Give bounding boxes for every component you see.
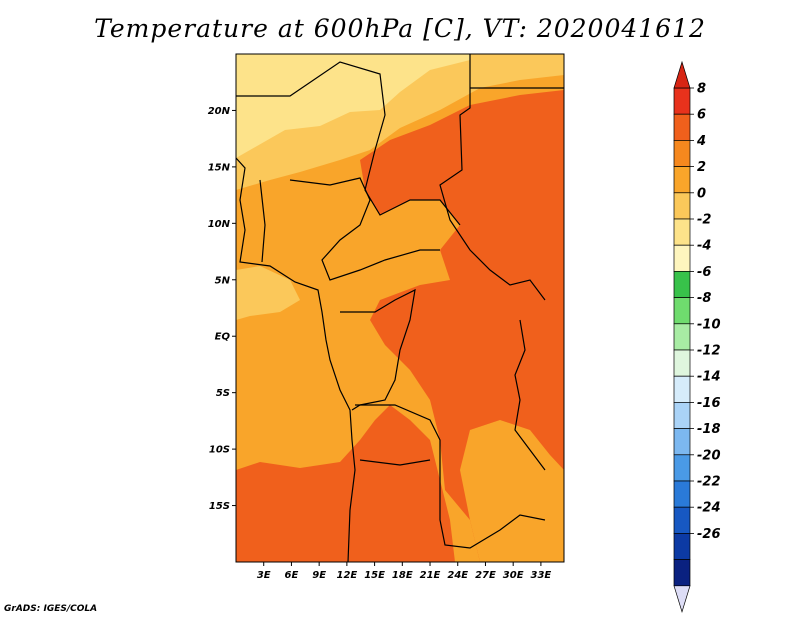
- lon-tick-label: 6E: [285, 570, 299, 581]
- colorbar-label: -2: [697, 213, 711, 228]
- border-congo: [340, 288, 416, 411]
- colorbar-swatch: [673, 402, 691, 429]
- lat-tick-label: EQ: [215, 332, 231, 343]
- lon-tick-label: 18E: [392, 570, 413, 581]
- border-misc: [259, 87, 564, 466]
- colorbar-label: -16: [697, 396, 721, 411]
- lat-tick-label: 5S: [216, 388, 230, 399]
- lon-tick-label: 9E: [312, 570, 326, 581]
- field-zone-coolest-north: [236, 54, 470, 158]
- colorbar-swatch: [673, 244, 691, 272]
- colorbar-label: -12: [697, 344, 721, 359]
- colorbar-label: -4: [697, 239, 711, 254]
- colorbar-label: -24: [697, 501, 721, 516]
- lon-tick-label: 33E: [531, 570, 552, 581]
- lat-tick-label: 20N: [208, 106, 231, 117]
- lat-tick-label: 5N: [215, 275, 231, 286]
- lon-tick-label: 3E: [257, 570, 271, 581]
- lon-tick-label: 24E: [447, 570, 468, 581]
- colorbar-swatch: [673, 113, 691, 141]
- colorbar-swatch: [673, 506, 691, 534]
- colorbar-swatch: [673, 349, 691, 377]
- colorbar-label: -10: [697, 317, 721, 332]
- lon-tick-label: 21E: [420, 570, 441, 581]
- colorbar-swatch: [673, 375, 691, 403]
- colorbar-label: -6: [697, 265, 711, 280]
- colorbar-label: -22: [697, 475, 721, 490]
- colorbar-label: -20: [697, 448, 721, 463]
- lon-tick-label: 15E: [364, 570, 385, 581]
- colorbar-swatch: [673, 140, 691, 167]
- colorbar-top-arrow: [673, 60, 691, 89]
- colorbar-bottom-arrow: [673, 585, 691, 613]
- coastline-west: [236, 157, 356, 562]
- colorbar-swatch: [673, 428, 691, 456]
- temperature-field: [236, 54, 564, 562]
- colorbar-swatch: [673, 297, 691, 325]
- field-zone-cool-westcoast: [236, 266, 300, 320]
- colorbar-label: 6: [697, 108, 706, 123]
- border-east-north: [439, 54, 546, 301]
- border-great-lakes: [514, 319, 546, 471]
- chart-title: Temperature at 600hPa [C], VT: 202004161…: [94, 14, 706, 43]
- colorbar-swatch: [673, 480, 691, 508]
- colorbar: 8 6 4 2 0 -2 -4 -6 -8 -10 -12 -14 -16 -18 -20 -22 -24 -26: [673, 60, 721, 613]
- map-frame: [235, 53, 565, 563]
- lon-tick-label: 27E: [475, 570, 496, 581]
- lat-tick-label: 15S: [209, 501, 230, 512]
- lat-tick-label: 10S: [209, 445, 230, 456]
- border-south: [355, 404, 546, 549]
- field-zone-warm-southwest: [236, 405, 455, 562]
- colorbar-swatch: [673, 323, 691, 351]
- colorbar-swatch: [673, 533, 691, 560]
- lat-tick-label: 15N: [208, 162, 231, 173]
- colorbar-swatch: [673, 218, 691, 246]
- lon-tick-label: 30E: [503, 570, 524, 581]
- colorbar-label: 0: [697, 186, 706, 201]
- colorbar-swatch: [673, 166, 691, 194]
- colorbar-label: -8: [697, 291, 711, 306]
- border-central: [289, 177, 440, 281]
- border-north: [236, 61, 461, 226]
- colorbar-label: -14: [697, 370, 721, 385]
- axis-ticks: 20N 15N 10N 5N EQ 5S 10S 15S 3E 6E 9E 12E 15E 18E 21E 2…: [208, 106, 552, 581]
- colorbar-label: -26: [697, 527, 721, 542]
- colorbar-swatch: [673, 271, 691, 298]
- colorbar-swatch: [673, 87, 691, 115]
- colorbar-label: 8: [697, 82, 706, 97]
- lon-tick-label: 12E: [336, 570, 357, 581]
- colorbar-swatch: [673, 192, 691, 220]
- colorbar-swatch: [673, 559, 691, 587]
- colorbar-label: 2: [697, 160, 706, 175]
- lat-tick-label: 10N: [208, 219, 231, 230]
- colorbar-label: 4: [696, 134, 706, 149]
- boundaries: [236, 54, 564, 562]
- grads-credit: GrADS: IGES/COLA: [4, 604, 98, 614]
- colorbar-label: -18: [697, 422, 721, 437]
- field-zone-cool-southeast: [460, 420, 564, 562]
- colorbar-swatch: [673, 454, 691, 482]
